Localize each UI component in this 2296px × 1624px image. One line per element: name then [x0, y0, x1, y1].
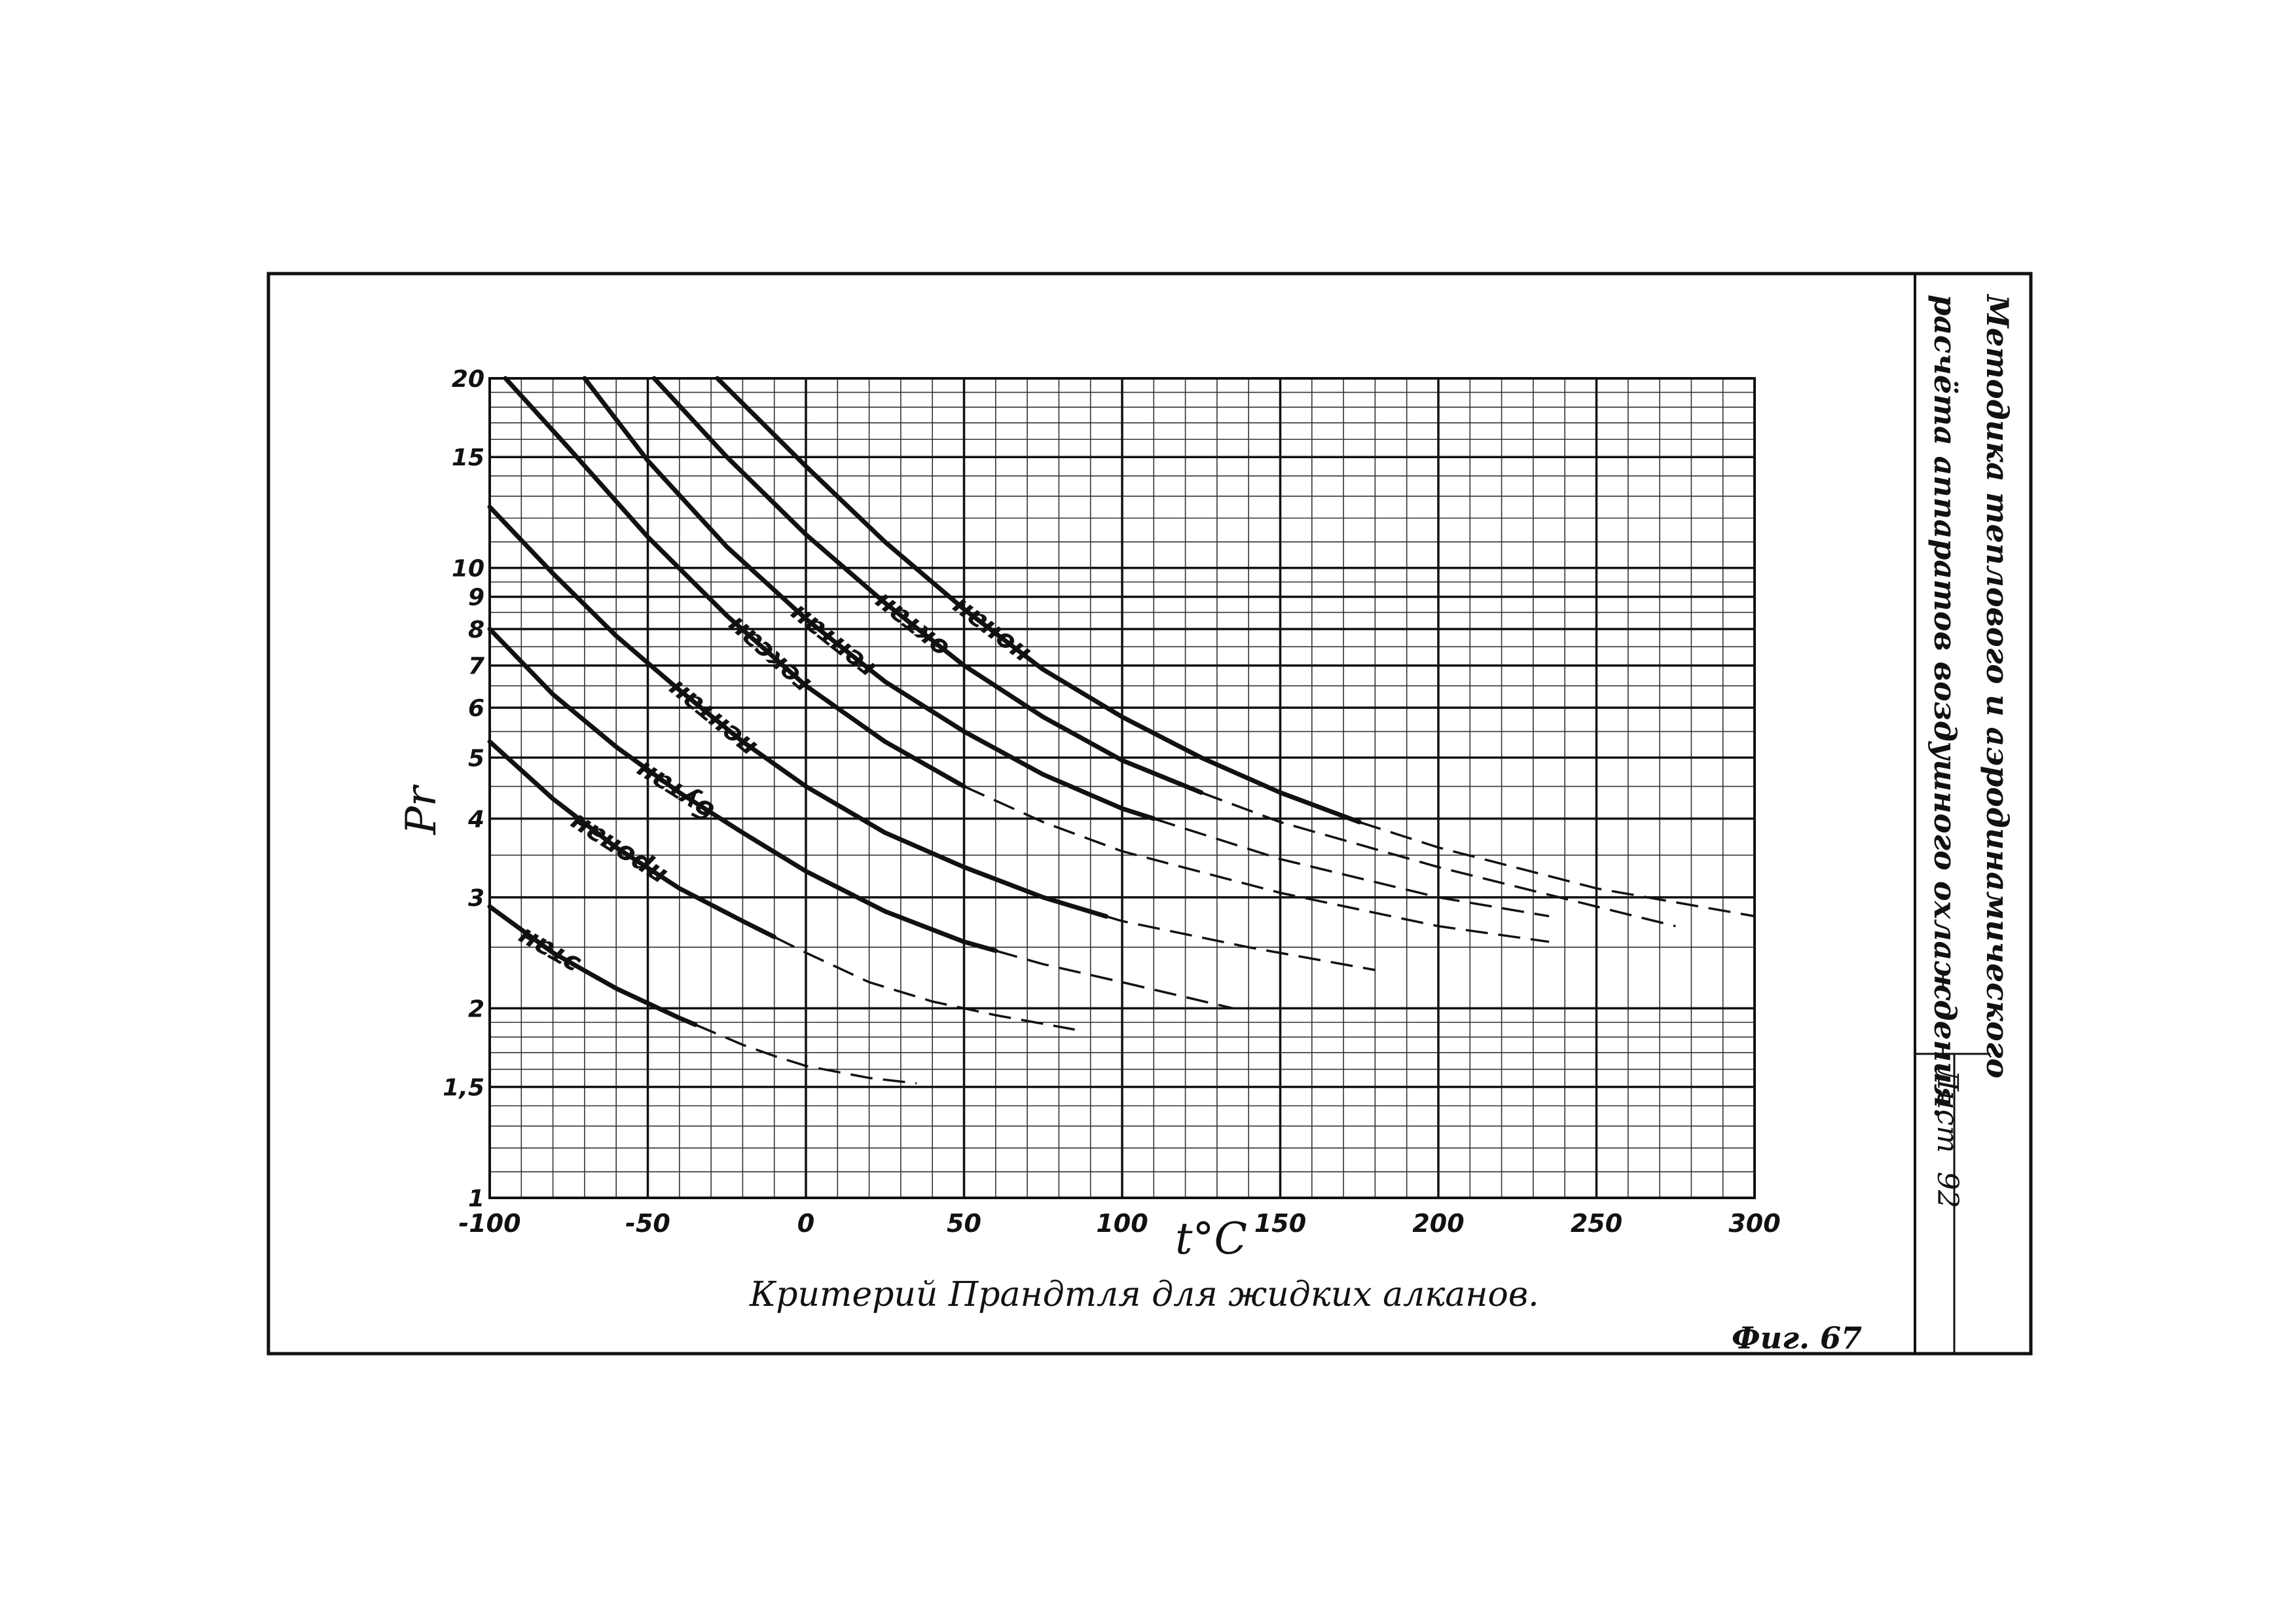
series-line-dashed	[773, 935, 1075, 1031]
sheet-title-line2: расчёта аппаратов воздушного охлаждения.	[1927, 295, 1963, 1118]
series-line-dashed	[1153, 818, 1550, 918]
x-tick-labels: -100 -50 0 50 100 150 200 250 300	[458, 1209, 1780, 1238]
y-tick-label: 15	[452, 444, 484, 471]
sheet-label: Лист	[1931, 1066, 1964, 1153]
series-line-solid	[487, 626, 998, 953]
sheet-title-line1: Методика теплового и аэродинамического	[1980, 293, 2015, 1078]
series-line-dashed	[1358, 821, 1755, 918]
series-label: октан	[868, 586, 955, 664]
series-line-dashed	[1201, 791, 1676, 928]
y-tick-label: 2	[468, 996, 484, 1022]
y-tick-label: 5	[468, 745, 484, 772]
x-tick-label: 200	[1412, 1209, 1464, 1238]
y-tick-labels: 1 1,5 2 3 4 5 6 7 8 910 15 20	[443, 366, 484, 1212]
series-group	[487, 376, 1755, 1085]
x-tick-label: 300	[1728, 1209, 1780, 1238]
x-tick-label: -100	[458, 1209, 520, 1238]
series-line-solid	[715, 376, 1362, 825]
y-tick-label: 4	[467, 806, 484, 833]
x-tick-label: 100	[1096, 1209, 1148, 1238]
x-tick-label: 50	[947, 1209, 981, 1238]
series-label: нонан	[945, 592, 1035, 670]
series-line-dashed	[1106, 915, 1376, 971]
series-line-solid	[487, 739, 777, 939]
x-tick-label: 250	[1571, 1209, 1622, 1238]
figure-label: Фиг. 67	[1732, 1320, 1862, 1356]
series-line-solid	[582, 376, 1156, 821]
y-axis-label: Pr	[397, 784, 446, 835]
chart-title: Критерий Прандтля для жидких алканов.	[749, 1275, 1539, 1314]
x-axis-label: t°C	[1175, 1214, 1247, 1264]
chart-plot-area: -100 -50 0 50 100 150 200 250 300 1 1,5 2 3 4 5 6 7 8 910…	[443, 366, 1780, 1238]
plot-border	[488, 377, 1756, 1199]
x-tick-label: -50	[625, 1209, 670, 1238]
y-tick-label: 10	[452, 556, 484, 583]
sheet-frame	[266, 272, 2033, 1356]
series-label: этан	[513, 922, 585, 981]
y-tick-label: 3	[468, 885, 484, 912]
series-line-solid	[503, 376, 966, 789]
y-tick-label: 6	[468, 695, 484, 722]
y-tick-label: 20	[452, 366, 484, 393]
series-line-dashed	[695, 1023, 917, 1085]
series-line-solid	[487, 504, 1109, 919]
series-line-dashed	[995, 949, 1233, 1010]
series-line-solid	[651, 376, 1204, 795]
series-label: пропан	[564, 807, 672, 892]
x-tick-label: 0	[797, 1209, 814, 1238]
y-tick-label: 9	[468, 585, 484, 611]
y-tick-label: 8	[468, 617, 484, 643]
series-line-solid	[487, 904, 698, 1027]
y-tick-label: 1	[468, 1185, 484, 1212]
y-tick-label: 7	[468, 653, 484, 680]
series-label: бутан	[630, 755, 720, 826]
series-label: пентан	[662, 674, 762, 763]
series-line-dashed	[963, 785, 1550, 943]
x-tick-label: 150	[1254, 1209, 1306, 1238]
sheet-number: 92	[1931, 1172, 1964, 1208]
y-tick-label: 1,5	[443, 1075, 484, 1102]
